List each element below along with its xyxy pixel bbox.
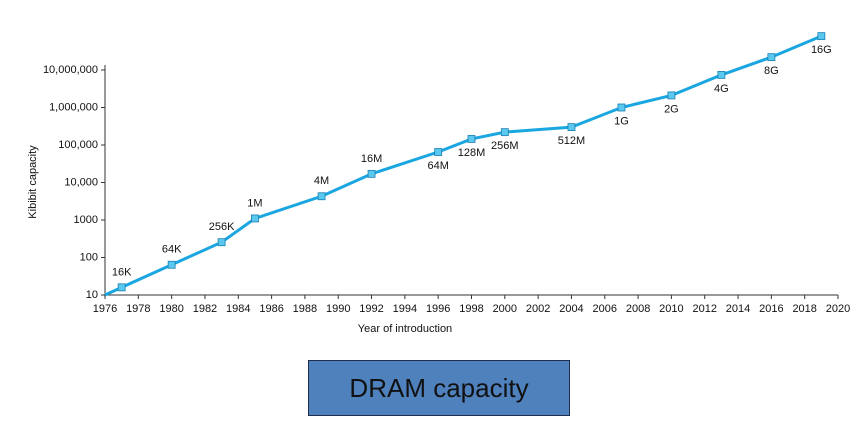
y-axis-label: Kibibit capacity xyxy=(27,145,39,219)
x-tick-label: 1980 xyxy=(159,303,183,315)
x-tick-label: 1994 xyxy=(393,303,417,315)
data-point xyxy=(567,123,576,132)
x-tick-label: 1986 xyxy=(259,303,283,315)
data-label: 256K xyxy=(209,221,235,233)
y-tick-label: 10,000,000 xyxy=(43,64,98,76)
data-point xyxy=(217,238,226,247)
x-tick-label: 2018 xyxy=(792,303,816,315)
data-label: 2G xyxy=(664,103,679,115)
data-label: 4G xyxy=(714,83,729,95)
x-tick-label: 2000 xyxy=(493,303,517,315)
data-label: 64M xyxy=(427,160,448,172)
data-point xyxy=(817,32,826,41)
data-point xyxy=(367,169,376,178)
x-axis-label: Year of introduction xyxy=(358,323,452,335)
x-tick-label: 1998 xyxy=(459,303,483,315)
data-label: 1G xyxy=(614,115,629,127)
y-tick-label: 100 xyxy=(80,251,98,263)
x-tick-label: 1988 xyxy=(293,303,317,315)
data-label: 16K xyxy=(112,266,132,278)
data-label: 256M xyxy=(491,140,519,152)
data-line xyxy=(104,34,822,297)
data-point xyxy=(617,103,626,112)
data-point xyxy=(467,135,476,143)
data-point xyxy=(167,260,176,269)
y-tick-label: 1000 xyxy=(74,214,98,226)
y-tick-label: 1,000,000 xyxy=(49,101,98,113)
data-label: 128M xyxy=(458,147,486,159)
x-tick-label: 2010 xyxy=(659,303,683,315)
x-tick-label: 2006 xyxy=(593,303,617,315)
data-point xyxy=(251,214,259,223)
x-tick-label: 1992 xyxy=(359,303,383,315)
data-point xyxy=(667,91,676,100)
data-label: 8G xyxy=(764,65,779,77)
y-tick-label: 100,000 xyxy=(58,139,98,151)
x-tick-label: 2002 xyxy=(526,303,550,315)
data-label: 64K xyxy=(162,244,182,256)
data-label: 512M xyxy=(558,135,586,147)
data-point xyxy=(117,283,126,292)
data-label: 16M xyxy=(361,153,382,165)
chart: Kibibit capacity Year of introduction 10… xyxy=(27,32,850,335)
data-point xyxy=(317,192,326,201)
x-tick-label: 1984 xyxy=(226,303,250,315)
y-tick-label: 10 xyxy=(86,289,98,301)
x-tick-label: 2004 xyxy=(559,303,583,315)
data-label: 4M xyxy=(314,175,329,187)
x-tick-label: 2008 xyxy=(626,303,650,315)
x-tick-label: 1982 xyxy=(193,303,217,315)
data-label: 1M xyxy=(247,197,262,209)
x-tick-label: 1996 xyxy=(426,303,450,315)
data-point xyxy=(434,148,443,156)
x-tick-label: 2016 xyxy=(759,303,783,315)
data-label: 16G xyxy=(811,44,832,56)
x-tick-label: 1976 xyxy=(93,303,117,315)
x-tick-label: 2012 xyxy=(692,303,716,315)
caption-box: DRAM capacity xyxy=(308,360,570,416)
x-tick-label: 2020 xyxy=(826,303,850,315)
x-tick-label: 2014 xyxy=(726,303,750,315)
data-point xyxy=(717,71,726,79)
y-tick-label: 10,000 xyxy=(64,176,98,188)
data-point xyxy=(767,53,776,62)
x-tick-label: 1990 xyxy=(326,303,350,315)
x-tick-label: 1978 xyxy=(126,303,150,315)
data-point xyxy=(500,128,509,137)
